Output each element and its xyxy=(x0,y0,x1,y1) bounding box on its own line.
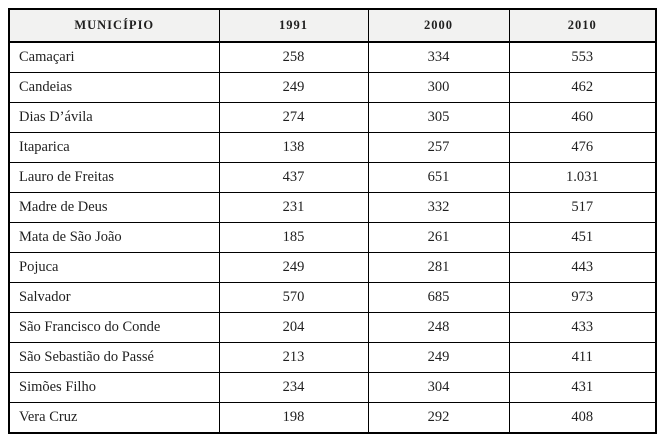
table-row: Mata de São João 185 261 451 xyxy=(8,222,657,253)
col-header-municipio: MUNICÍPIO xyxy=(8,8,220,43)
municipality-cell: Madre de Deus xyxy=(8,192,220,223)
value-cell: 258 xyxy=(218,41,369,73)
value-cell: 332 xyxy=(367,192,510,223)
value-cell: 443 xyxy=(508,252,657,283)
value-cell: 213 xyxy=(218,342,369,373)
table-header: MUNICÍPIO 1991 2000 2010 xyxy=(8,8,657,43)
col-header-year-2010: 2010 xyxy=(508,8,657,43)
value-cell: 234 xyxy=(218,372,369,403)
municipality-cell: São Sebastião do Passé xyxy=(8,342,220,373)
table-row: Itaparica 138 257 476 xyxy=(8,132,657,163)
value-cell: 437 xyxy=(218,162,369,193)
value-cell: 138 xyxy=(218,132,369,163)
col-header-year-2000: 2000 xyxy=(367,8,510,43)
table-row: Lauro de Freitas 437 651 1.031 xyxy=(8,162,657,193)
municipality-cell: Dias D’ávila xyxy=(8,102,220,133)
value-cell: 431 xyxy=(508,372,657,403)
value-cell: 231 xyxy=(218,192,369,223)
municipality-cell: Simões Filho xyxy=(8,372,220,403)
municipality-cell: São Francisco do Conde xyxy=(8,312,220,343)
value-cell: 553 xyxy=(508,41,657,73)
value-cell: 570 xyxy=(218,282,369,313)
population-table-container: MUNICÍPIO 1991 2000 2010 Camaçari 258 334 553 C… xyxy=(8,8,657,434)
table-body: Camaçari 258 334 553 Candeias 249 300 462 Dias D… xyxy=(8,41,657,434)
municipality-cell: Pojuca xyxy=(8,252,220,283)
value-cell: 248 xyxy=(367,312,510,343)
population-table: MUNICÍPIO 1991 2000 2010 Camaçari 258 334 553 C… xyxy=(8,8,657,434)
value-cell: 334 xyxy=(367,41,510,73)
value-cell: 451 xyxy=(508,222,657,253)
municipality-cell: Salvador xyxy=(8,282,220,313)
value-cell: 973 xyxy=(508,282,657,313)
table-row: Salvador 570 685 973 xyxy=(8,282,657,313)
value-cell: 408 xyxy=(508,402,657,434)
value-cell: 411 xyxy=(508,342,657,373)
municipality-cell: Lauro de Freitas xyxy=(8,162,220,193)
value-cell: 685 xyxy=(367,282,510,313)
value-cell: 305 xyxy=(367,102,510,133)
value-cell: 433 xyxy=(508,312,657,343)
value-cell: 462 xyxy=(508,72,657,103)
value-cell: 281 xyxy=(367,252,510,283)
table-row: Candeias 249 300 462 xyxy=(8,72,657,103)
value-cell: 198 xyxy=(218,402,369,434)
value-cell: 261 xyxy=(367,222,510,253)
page: { "table": { "header": ["MUNICÍPIO", "19… xyxy=(8,8,657,434)
table-header-row: MUNICÍPIO 1991 2000 2010 xyxy=(8,8,657,43)
table-row: Simões Filho 234 304 431 xyxy=(8,372,657,403)
value-cell: 1.031 xyxy=(508,162,657,193)
value-cell: 185 xyxy=(218,222,369,253)
value-cell: 651 xyxy=(367,162,510,193)
value-cell: 274 xyxy=(218,102,369,133)
value-cell: 249 xyxy=(218,252,369,283)
value-cell: 204 xyxy=(218,312,369,343)
municipality-cell: Vera Cruz xyxy=(8,402,220,434)
municipality-cell: Mata de São João xyxy=(8,222,220,253)
table-row: Pojuca 249 281 443 xyxy=(8,252,657,283)
value-cell: 292 xyxy=(367,402,510,434)
municipality-cell: Camaçari xyxy=(8,41,220,73)
table-row: São Sebastião do Passé 213 249 411 xyxy=(8,342,657,373)
value-cell: 304 xyxy=(367,372,510,403)
table-row: Vera Cruz 198 292 408 xyxy=(8,402,657,434)
value-cell: 476 xyxy=(508,132,657,163)
value-cell: 300 xyxy=(367,72,510,103)
table-row: São Francisco do Conde 204 248 433 xyxy=(8,312,657,343)
table-row: Camaçari 258 334 553 xyxy=(8,41,657,73)
table-row: Dias D’ávila 274 305 460 xyxy=(8,102,657,133)
municipality-cell: Candeias xyxy=(8,72,220,103)
value-cell: 257 xyxy=(367,132,510,163)
value-cell: 460 xyxy=(508,102,657,133)
col-header-year-1991: 1991 xyxy=(218,8,369,43)
municipality-cell: Itaparica xyxy=(8,132,220,163)
value-cell: 249 xyxy=(367,342,510,373)
value-cell: 517 xyxy=(508,192,657,223)
table-row: Madre de Deus 231 332 517 xyxy=(8,192,657,223)
value-cell: 249 xyxy=(218,72,369,103)
